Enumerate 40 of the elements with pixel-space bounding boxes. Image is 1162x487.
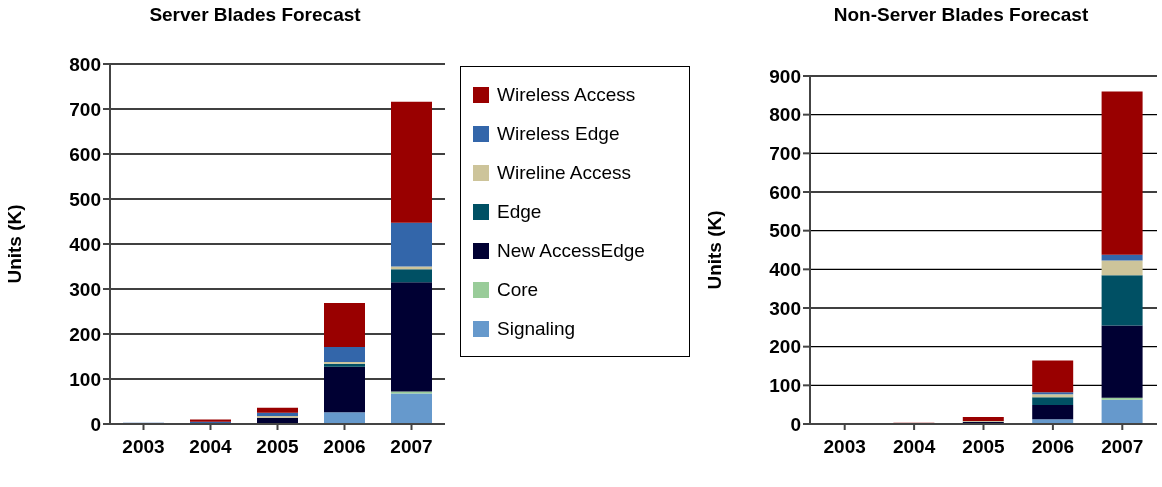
y-tick-label: 300 — [769, 297, 801, 319]
x-tick-label: 2004 — [189, 436, 233, 458]
y-tick-label: 300 — [69, 278, 101, 300]
y-tick-label: 900 — [769, 65, 801, 87]
y-tick-label: 400 — [69, 233, 101, 255]
legend-label: Edge — [497, 200, 542, 223]
y-tick-label: 600 — [769, 181, 801, 203]
x-tick-label: 2006 — [323, 436, 366, 458]
y-tick-label: 200 — [69, 323, 101, 345]
y-tick-label: 200 — [769, 336, 801, 358]
y-tick-label: 500 — [69, 188, 101, 210]
legend-label: Signaling — [497, 317, 576, 340]
x-tick-label: 2003 — [823, 436, 866, 458]
y-tick-label: 800 — [769, 104, 801, 126]
y-tick-label: 400 — [769, 259, 801, 281]
x-tick-label: 2006 — [1031, 436, 1075, 458]
y-tick-label: 800 — [69, 53, 101, 75]
y-tick-label: 700 — [769, 143, 801, 165]
x-tick-label: 2004 — [892, 436, 936, 458]
legend-label: Wireline Access — [497, 161, 632, 184]
x-tick-label: 2005 — [962, 436, 1006, 458]
x-tick-label: 2007 — [1101, 436, 1144, 458]
y-tick-label: 600 — [69, 143, 101, 165]
y-tick-label: 100 — [69, 368, 101, 390]
y-tick-label: 0 — [90, 413, 101, 435]
y-tick-label: 700 — [69, 98, 101, 120]
y-axis-title: Units (K) — [703, 210, 725, 290]
y-tick-label: 100 — [769, 375, 801, 397]
x-tick-label: 2005 — [256, 436, 300, 458]
y-tick-label: 500 — [769, 220, 801, 242]
legend-label: New AccessEdge — [497, 239, 645, 262]
chart-title: Server Blades Forecast — [148, 4, 362, 26]
y-tick-label: 0 — [790, 413, 801, 435]
chart-title: Non-Server Blades Forecast — [832, 4, 1090, 26]
legend-label: Wireless Edge — [497, 122, 620, 145]
x-tick-label: 2003 — [122, 436, 165, 458]
legend-label: Wireless Access — [497, 83, 636, 106]
y-axis-title: Units (K) — [3, 204, 25, 284]
x-tick-label: 2007 — [390, 436, 433, 458]
legend-label: Core — [497, 278, 539, 301]
